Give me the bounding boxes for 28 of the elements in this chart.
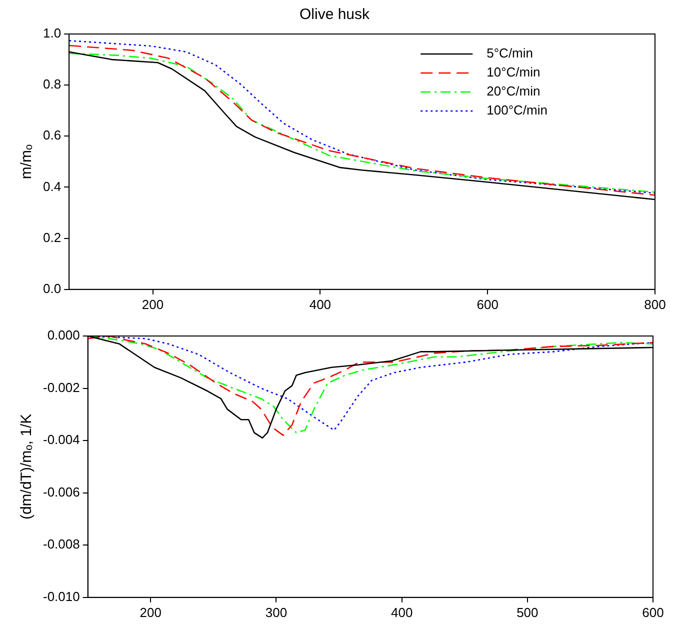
y-tick-label: 0.6 [42,128,62,143]
y-tick-label: -0.008 [42,536,80,552]
y-tick-label: 0.2 [42,230,62,245]
x-tick-label: 600 [476,296,498,312]
y-tick-label: -0.002 [42,380,80,395]
legend-label: 20°C/min [486,84,540,99]
y-tick-label: 0.0 [42,280,62,296]
x-tick-label: 200 [142,296,164,312]
y-axis-title: m/mₒ [18,144,36,180]
x-tick-label: 300 [265,604,288,620]
x-tick-label: 400 [309,296,332,312]
legend-label: 100°C/min [486,102,548,118]
y-tick-label: -0.006 [42,484,80,500]
x-tick-label: 800 [644,296,666,312]
y-tick-label: 0.000 [47,328,80,343]
x-tick-label: 400 [390,604,413,620]
y-tick-label: 0.8 [42,76,62,92]
x-tick-label: 200 [140,604,162,620]
y-axis-title: (dm/dT)/mₒ, 1/K [18,414,36,520]
legend-label: 5°C/min [486,46,534,61]
x-tick-label: 600 [642,604,664,620]
y-tick-label: 0.4 [42,178,62,194]
chart-title: Olive husk [299,6,370,24]
legend-label: 10°C/min [486,64,540,80]
y-tick-label: -0.004 [42,432,80,448]
x-tick-label: 500 [516,604,538,620]
y-tick-label: 1.0 [42,26,62,41]
y-tick-label: -0.010 [42,588,80,604]
